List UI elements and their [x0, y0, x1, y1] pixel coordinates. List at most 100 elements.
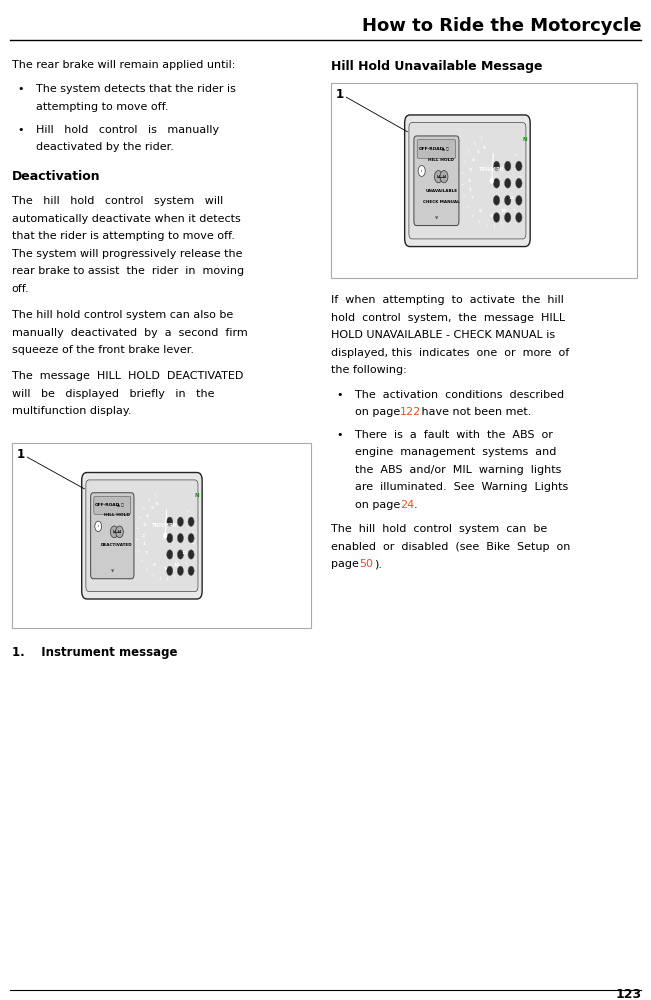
Text: i: i [98, 524, 99, 528]
Text: There  is  a  fault  with  the  ABS  or: There is a fault with the ABS or [355, 430, 553, 440]
Text: •: • [336, 430, 342, 440]
Text: will   be   displayed   briefly   in   the: will be displayed briefly in the [12, 389, 214, 399]
FancyBboxPatch shape [414, 136, 459, 226]
Circle shape [505, 178, 511, 188]
Text: HILL HOLD: HILL HOLD [428, 158, 454, 162]
FancyBboxPatch shape [405, 115, 530, 247]
Circle shape [95, 521, 102, 532]
Circle shape [177, 550, 184, 559]
Text: 1: 1 [336, 88, 344, 101]
Circle shape [116, 526, 123, 538]
Text: 6: 6 [156, 502, 159, 506]
Text: 1: 1 [17, 448, 25, 461]
Text: ▲ ⓜ: ▲ ⓜ [442, 147, 449, 151]
Text: 2: 2 [467, 179, 470, 183]
Text: 1.    Instrument message: 1. Instrument message [12, 646, 177, 659]
Circle shape [505, 195, 511, 205]
Text: 4: 4 [146, 514, 149, 518]
Text: 50: 50 [359, 559, 374, 569]
Text: 10: 10 [500, 209, 506, 213]
Text: are  illuminated.  See  Warning  Lights: are illuminated. See Warning Lights [355, 482, 569, 492]
Text: 11: 11 [508, 196, 515, 200]
Circle shape [167, 517, 173, 526]
Circle shape [440, 171, 448, 183]
Text: Hill   hold   control   is   manually: Hill hold control is manually [36, 125, 219, 135]
Text: UNAVAILABLE: UNAVAILABLE [425, 189, 457, 193]
Text: •: • [17, 85, 23, 95]
Text: The  hill  hold  control  system  can  be: The hill hold control system can be [331, 524, 547, 534]
Text: The   hill   hold   control   system   will: The hill hold control system will [12, 196, 223, 207]
Circle shape [493, 178, 500, 188]
Text: 11: 11 [181, 551, 187, 555]
Text: OFF-ROAD: OFF-ROAD [95, 503, 120, 507]
Text: displayed, this  indicates  one  or  more  of: displayed, this indicates one or more of [331, 348, 569, 358]
Text: N: N [523, 137, 527, 142]
Text: •: • [17, 125, 23, 135]
Circle shape [167, 550, 173, 559]
Text: TRIUMPH: TRIUMPH [152, 523, 178, 528]
Circle shape [418, 166, 425, 176]
Text: deactivated by the rider.: deactivated by the rider. [36, 142, 174, 152]
Text: attempting to move off.: attempting to move off. [36, 102, 169, 112]
Text: H: H [113, 530, 116, 534]
Text: .: . [414, 500, 418, 510]
FancyBboxPatch shape [82, 472, 202, 599]
Text: enabled  or  disabled  (see  Bike  Setup  on: enabled or disabled (see Bike Setup on [331, 542, 570, 552]
Text: 3: 3 [143, 523, 146, 527]
Text: on page: on page [355, 407, 404, 417]
Text: 122: 122 [400, 407, 421, 417]
FancyBboxPatch shape [90, 493, 134, 579]
Text: ▼: ▼ [435, 216, 438, 220]
FancyBboxPatch shape [409, 123, 526, 239]
Circle shape [460, 132, 523, 230]
Circle shape [167, 533, 173, 543]
Text: 1: 1 [468, 188, 471, 192]
Text: HILL HOLD: HILL HOLD [104, 513, 130, 517]
Text: multifunction display.: multifunction display. [12, 406, 132, 416]
Text: rear brake to assist  the  rider  in  moving: rear brake to assist the rider in moving [12, 266, 244, 276]
Circle shape [177, 517, 184, 526]
Circle shape [188, 533, 194, 543]
Text: 9: 9 [490, 214, 493, 218]
Circle shape [167, 566, 173, 576]
Text: The  message  HILL  HOLD  DEACTIVATED: The message HILL HOLD DEACTIVATED [12, 371, 243, 381]
Text: CHECK MANUAL: CHECK MANUAL [423, 200, 460, 204]
Circle shape [135, 489, 196, 583]
Text: If  when  attempting  to  activate  the  hill: If when attempting to activate the hill [331, 295, 564, 305]
FancyBboxPatch shape [86, 480, 198, 592]
Text: 9: 9 [163, 567, 167, 571]
Text: off.: off. [12, 284, 29, 294]
Text: The hill hold control system can also be: The hill hold control system can also be [12, 310, 233, 320]
Text: manually  deactivated  by  a  second  firm: manually deactivated by a second firm [12, 328, 247, 338]
Circle shape [516, 178, 522, 188]
Text: page: page [331, 559, 362, 569]
Text: 8: 8 [478, 209, 482, 213]
Text: 5: 5 [151, 506, 154, 510]
Text: •: • [336, 390, 342, 400]
Text: the  ABS  and/or  MIL  warning  lights: the ABS and/or MIL warning lights [355, 465, 562, 475]
Text: ▼: ▼ [111, 570, 114, 574]
Text: 3: 3 [469, 168, 471, 172]
Text: OFF-ROAD: OFF-ROAD [419, 147, 444, 151]
Circle shape [177, 533, 184, 543]
Text: 123: 123 [615, 988, 641, 1000]
Circle shape [516, 195, 522, 205]
Circle shape [516, 213, 522, 222]
Text: 10: 10 [173, 563, 179, 567]
Text: The  activation  conditions  described: The activation conditions described [355, 390, 564, 400]
Circle shape [177, 566, 184, 576]
Text: Hill Hold Unavailable Message: Hill Hold Unavailable Message [331, 60, 542, 73]
Text: i: i [421, 169, 422, 173]
Text: The rear brake will remain applied until:: The rear brake will remain applied until… [12, 60, 235, 70]
Text: 2: 2 [142, 534, 145, 538]
FancyBboxPatch shape [94, 496, 131, 514]
Text: 4: 4 [471, 158, 475, 162]
FancyBboxPatch shape [417, 140, 456, 158]
Circle shape [493, 195, 500, 205]
Circle shape [493, 213, 500, 222]
Circle shape [434, 171, 443, 183]
Circle shape [516, 161, 522, 171]
Text: H: H [443, 175, 445, 179]
Circle shape [490, 178, 493, 184]
Circle shape [163, 533, 167, 539]
